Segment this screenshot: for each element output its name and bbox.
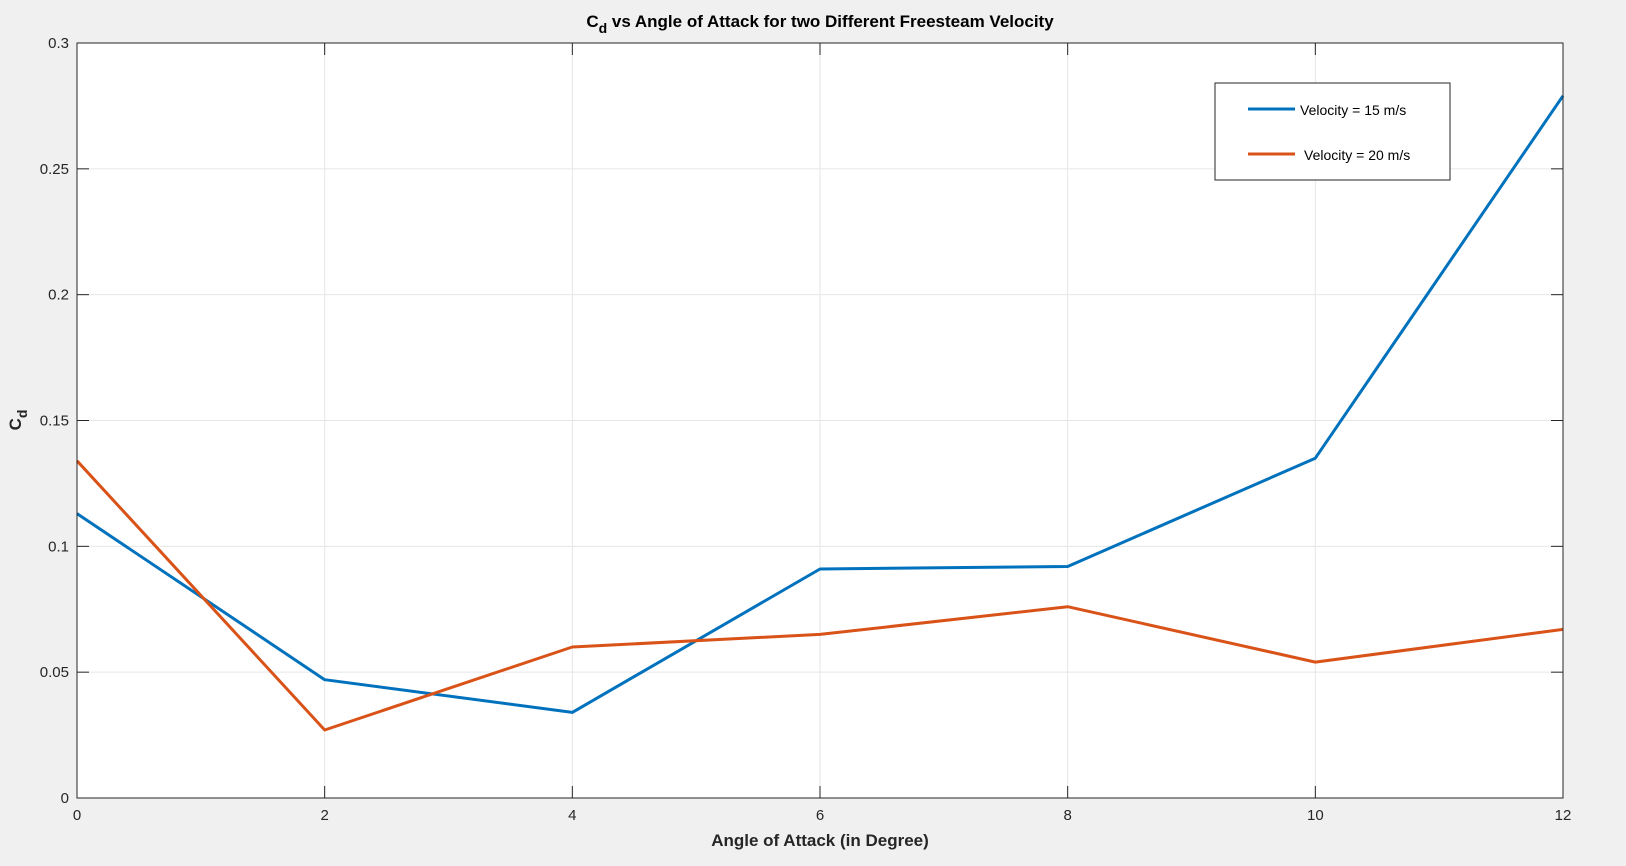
x-tick-label: 0 <box>73 807 81 824</box>
y-tick-label: 0 <box>61 790 69 807</box>
y-tick-label: 0.3 <box>48 35 69 52</box>
series-line-1 <box>75 459 1564 732</box>
x-axis-label: Angle of Attack (in Degree) <box>711 831 929 850</box>
x-tick-label: 10 <box>1307 807 1324 824</box>
series <box>75 94 1565 732</box>
x-tick-label: 12 <box>1555 807 1572 824</box>
y-tick-label: 0.25 <box>40 161 69 178</box>
tick-labels: 0 2 4 6 8 10 12 0 0.05 0.1 0.15 0.2 0.25 0.3 <box>40 35 1572 824</box>
legend-label-velocity-20: Velocity = 20 m/s <box>1304 147 1410 163</box>
y-axis-label: Cd <box>6 410 30 431</box>
legend-box <box>1214 82 1451 181</box>
y-tick-label: 0.15 <box>40 413 69 430</box>
series-line-0 <box>76 94 1565 714</box>
x-tick-label: 8 <box>1063 807 1071 824</box>
y-tick-label: 0.05 <box>40 664 69 681</box>
chart-title-subscript: d <box>599 20 608 36</box>
chart-title: Cd vs Angle of Attack for two Different … <box>586 12 1054 36</box>
x-tick-label: 4 <box>568 807 576 824</box>
x-tick-label: 6 <box>816 807 824 824</box>
plot-frame <box>76 42 1564 799</box>
y-tick-label: 0.1 <box>48 538 69 555</box>
x-tick-label: 2 <box>320 807 328 824</box>
legend: Velocity = 15 m/s Velocity = 20 m/s <box>1214 82 1451 181</box>
legend-label-velocity-15: Velocity = 15 m/s <box>1300 102 1406 118</box>
y-tick-label: 0.2 <box>48 287 69 304</box>
